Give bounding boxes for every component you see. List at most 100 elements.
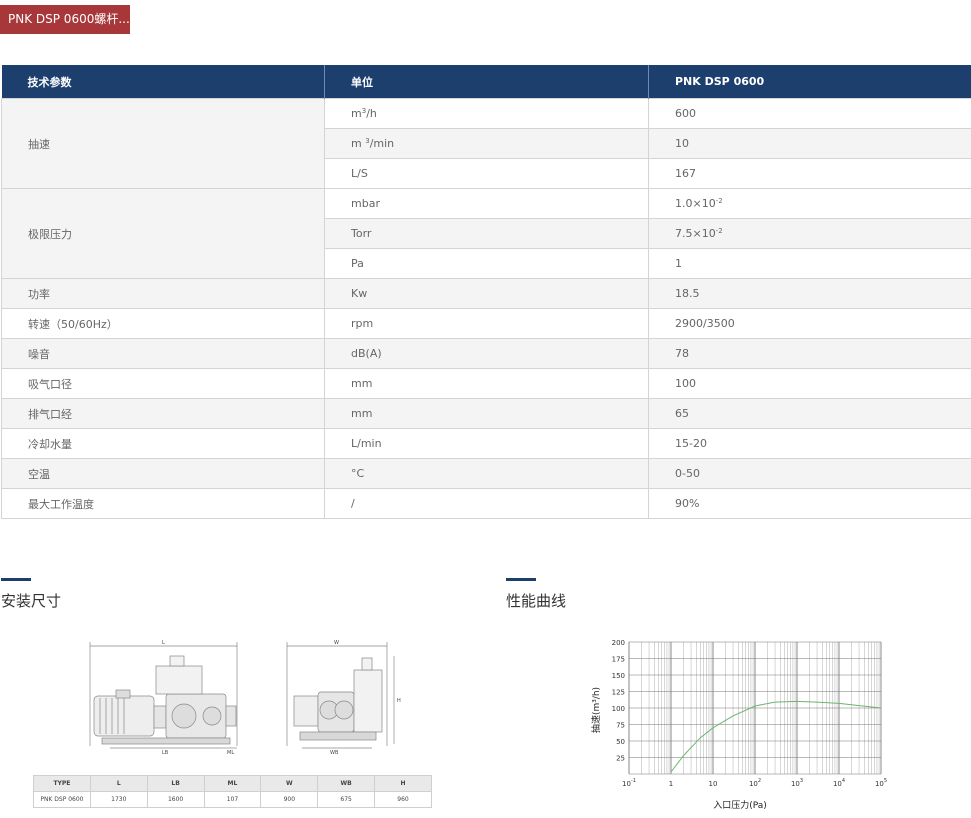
value-cell: 18.5 — [648, 278, 971, 309]
spec-header-row: 技术参数 单位 PNK DSP 0600 — [1, 65, 971, 99]
dim-header-h: H — [374, 775, 432, 792]
x-tick-label: 103 — [791, 778, 803, 788]
value-cell: 7.5×10-2 — [648, 218, 971, 249]
y-tick-label: 150 — [612, 672, 625, 680]
unit-cell: dB(A) — [324, 338, 649, 369]
x-tick-label: 102 — [749, 778, 761, 788]
speed-curve-line — [670, 700, 882, 773]
unit-cell: °C — [324, 458, 649, 489]
x-tick-label: 1 — [669, 780, 673, 788]
unit-cell: L/min — [324, 428, 649, 459]
dim-label-L: L — [162, 640, 165, 646]
y-axis-label: 抽速(m³/h) — [590, 687, 602, 733]
table-row: 空温 °C 0-50 — [1, 458, 971, 489]
unit-cell: L/S — [324, 158, 649, 189]
unit-cell: rpm — [324, 308, 649, 339]
unit-cell: mm — [324, 398, 649, 429]
header-param: 技术参数 — [1, 65, 325, 99]
dim-value-l: 1730 — [89, 791, 148, 808]
table-row: Pa 1 — [2, 248, 971, 279]
dim-label-LB: LB — [162, 750, 169, 756]
y-tick-label: 175 — [612, 656, 625, 664]
unit-cell: m 3/min — [324, 128, 649, 159]
header-unit: 单位 — [324, 65, 649, 99]
y-tick-labels: 25 50 75 100 125 150 175 200 — [612, 639, 625, 763]
dim-header-lb: LB — [146, 775, 205, 792]
product-tab[interactable]: PNK DSP 0600螺杆... — [0, 5, 130, 34]
unit-cell: Torr — [324, 218, 649, 249]
value-cell: 1.0×10-2 — [648, 188, 971, 219]
table-row: 噪音 dB(A) 78 — [1, 338, 971, 369]
performance-section-title: 性能曲线 — [506, 592, 567, 610]
unit-cell: m3/h — [324, 98, 649, 129]
x-tick-label: 104 — [833, 778, 845, 788]
value-cell: 100 — [648, 368, 971, 399]
dimension-header-row: TYPE L LB ML W WB H — [33, 775, 432, 792]
value-cell: 15-20 — [648, 428, 971, 459]
table-row: Torr 7.5×10-2 — [2, 218, 971, 249]
dim-value-w: 900 — [260, 791, 319, 808]
dim-value-lb: 1600 — [146, 791, 205, 808]
y-tick-label: 100 — [612, 705, 625, 713]
dim-label-W: W — [334, 640, 339, 646]
dim-value-wb: 675 — [317, 791, 376, 808]
spec-table: 技术参数 单位 PNK DSP 0600 抽速 m3/h 600 m 3/min… — [1, 65, 971, 519]
value-cell: 78 — [648, 338, 971, 369]
dim-header-l: L — [89, 775, 148, 792]
y-tick-label: 200 — [612, 639, 625, 647]
y-tick-label: 75 — [616, 722, 625, 730]
x-tick-labels: 10-1 1 10 102 103 104 105 — [622, 778, 887, 788]
value-cell: 1 — [648, 248, 971, 279]
value-cell: 2900/3500 — [648, 308, 971, 339]
value-cell: 0-50 — [648, 458, 971, 489]
dim-header-w: W — [260, 775, 319, 792]
param-cell: 冷却水量 — [1, 428, 325, 459]
table-row: 冷却水量 L/min 15-20 — [1, 428, 971, 459]
table-row: L/S 167 — [2, 158, 971, 189]
dim-label-ML: ML — [227, 750, 234, 756]
header-model: PNK DSP 0600 — [648, 65, 971, 99]
table-row: 极限压力 mbar 1.0×10-2 — [1, 188, 971, 279]
dim-value-ml: 107 — [203, 791, 262, 808]
param-cell: 空温 — [1, 458, 325, 489]
dim-header-ml: ML — [203, 775, 262, 792]
unit-cell: / — [324, 488, 649, 519]
x-tick-label: 10 — [709, 780, 718, 788]
x-axis-label: 入口压力(Pa) — [713, 799, 767, 811]
x-tick-label: 10-1 — [622, 778, 636, 788]
value-cell: 10 — [648, 128, 971, 159]
table-row: 功率 Kw 18.5 — [1, 278, 971, 309]
param-cell: 功率 — [1, 278, 325, 309]
dim-label-H: H — [397, 698, 401, 704]
unit-cell: Pa — [324, 248, 649, 279]
unit-cell: Kw — [324, 278, 649, 309]
table-row: 排气口经 mm 65 — [1, 398, 971, 429]
y-tick-label: 50 — [616, 738, 625, 746]
table-row: 吸气口径 mm 100 — [1, 368, 971, 399]
unit-cell: mm — [324, 368, 649, 399]
dim-value-type: PNK DSP 0600 — [33, 791, 91, 808]
x-tick-label: 105 — [875, 778, 887, 788]
performance-section-bar — [506, 578, 536, 581]
dim-label-WB: WB — [330, 750, 339, 756]
install-section-title: 安装尺寸 — [1, 592, 62, 610]
param-cell: 转速（50/60Hz） — [1, 308, 325, 339]
param-cell: 极限压力 — [1, 188, 325, 279]
table-row: 最大工作温度 / 90% — [1, 488, 971, 519]
chart-grid — [628, 641, 882, 775]
value-cell: 65 — [648, 398, 971, 429]
value-cell: 600 — [648, 98, 971, 129]
param-cell: 最大工作温度 — [1, 488, 325, 519]
dim-header-wb: WB — [317, 775, 376, 792]
param-cell: 排气口经 — [1, 398, 325, 429]
dim-value-h: 960 — [374, 791, 432, 808]
install-section-bar — [1, 578, 31, 581]
param-cell: 吸气口径 — [1, 368, 325, 399]
table-row: 抽速 m3/h 600 — [1, 98, 971, 189]
y-tick-label: 125 — [612, 689, 625, 697]
value-cell: 167 — [648, 158, 971, 189]
unit-cell: mbar — [324, 188, 649, 219]
dimension-value-row: PNK DSP 0600 1730 1600 107 900 675 960 — [33, 791, 432, 808]
dim-header-type: TYPE — [33, 775, 91, 792]
